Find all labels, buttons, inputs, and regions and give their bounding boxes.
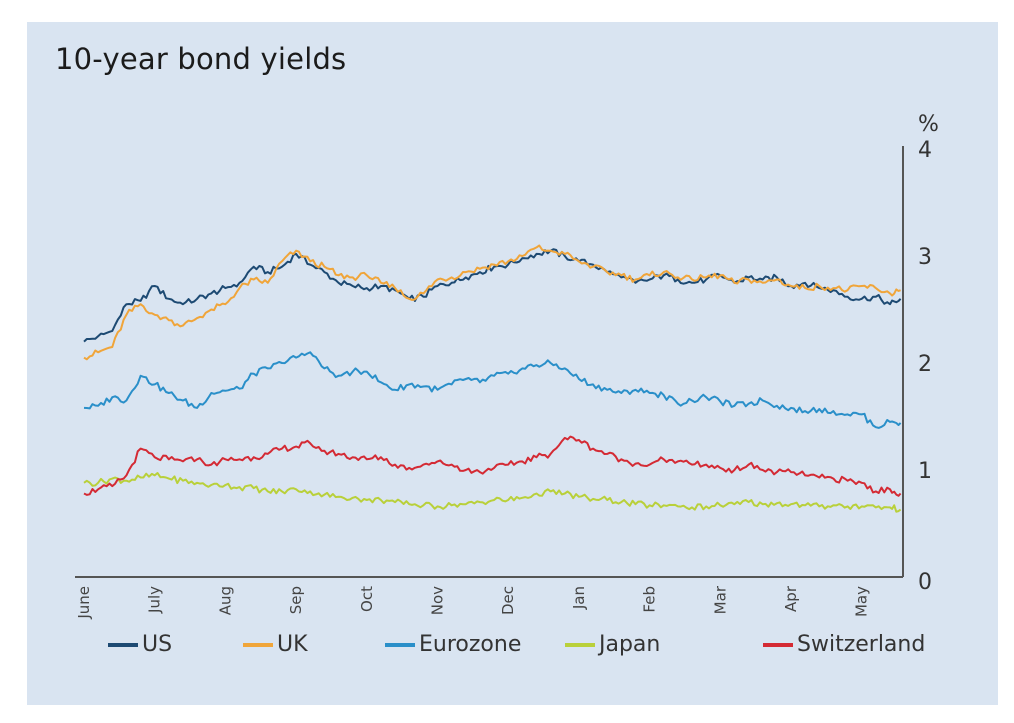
x-tick-label: Jan — [570, 586, 588, 610]
legend-item-uk: UK — [243, 632, 308, 657]
x-tick-label: July — [146, 586, 164, 614]
x-tick-labels: June July Aug Sep Oct Nov Dec Jan Feb Mar Apr May — [75, 585, 871, 620]
x-tick-label: Aug — [216, 586, 234, 615]
legend-swatch — [565, 642, 595, 647]
legend-swatch — [763, 642, 793, 647]
x-tick-label: May — [853, 586, 871, 617]
legend-item-eurozone: Eurozone — [385, 632, 521, 657]
y-tick-label: 0 — [918, 570, 932, 595]
y-tick-label: 2 — [918, 352, 932, 377]
y-axis-unit: % — [918, 112, 939, 137]
y-tick-label: 1 — [918, 459, 932, 484]
legend-label: Eurozone — [419, 632, 522, 657]
x-tick-label: Nov — [429, 586, 447, 615]
y-tick-label: 3 — [918, 245, 932, 270]
x-tick-label: June — [75, 586, 93, 620]
series-line-switzerland — [83, 435, 902, 497]
legend-swatch — [243, 642, 273, 647]
legend-label: Japan — [599, 632, 661, 657]
legend-swatch — [108, 642, 138, 647]
x-tick-label: Dec — [499, 586, 517, 615]
series-line-uk — [83, 244, 901, 361]
y-tick-labels: 0 1 2 3 4 — [918, 138, 932, 595]
axes: % — [75, 112, 939, 578]
series-lines — [83, 244, 902, 513]
legend-item-switzerland: Switzerland — [763, 632, 925, 657]
legend-item-japan: Japan — [565, 632, 660, 657]
y-tick-label: 4 — [918, 138, 932, 163]
legend-label: Switzerland — [797, 632, 926, 657]
x-tick-label: Feb — [641, 586, 659, 613]
x-tick-label: Mar — [711, 585, 729, 614]
chart-panel — [27, 22, 998, 705]
series-line-japan — [83, 472, 902, 513]
legend-label: US — [142, 632, 173, 657]
legend-item-us: US — [108, 632, 172, 657]
legend: US UK Eurozone Japan Switzerland — [80, 632, 980, 662]
x-tick-label: Oct — [358, 586, 376, 612]
x-tick-label: Sep — [287, 586, 305, 614]
chart-title: 10-year bond yields — [55, 42, 347, 76]
legend-label: UK — [277, 632, 308, 657]
series-line-us — [83, 248, 902, 343]
series-line-eurozone — [83, 351, 902, 429]
legend-swatch — [385, 642, 415, 647]
x-tick-label: Apr — [782, 585, 800, 612]
